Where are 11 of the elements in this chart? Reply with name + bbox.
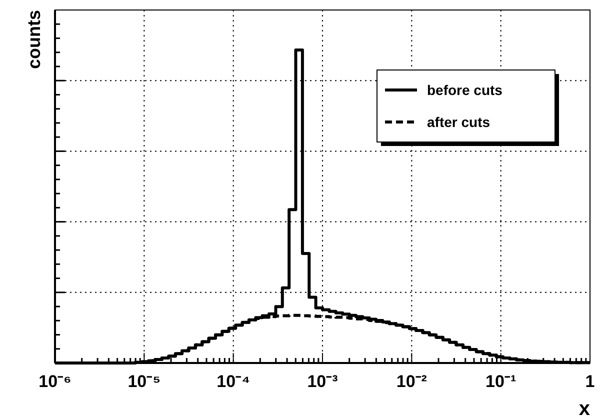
x-axis-title: x [578, 398, 590, 420]
x-tick-label: 10⁻⁵ [128, 372, 161, 391]
x-tick-label: 1 [585, 372, 595, 391]
legend-label: after cuts [427, 114, 490, 130]
x-tick-label: 10⁻² [396, 372, 428, 391]
x-tick-label: 10⁻⁴ [216, 372, 250, 391]
legend-label: before cuts [427, 82, 503, 98]
x-tick-label: 10⁻⁶ [38, 372, 72, 391]
x-tick-label: 10⁻¹ [486, 372, 516, 391]
x-tick-label: 10⁻³ [307, 372, 338, 391]
y-axis-title: counts [24, 10, 44, 70]
